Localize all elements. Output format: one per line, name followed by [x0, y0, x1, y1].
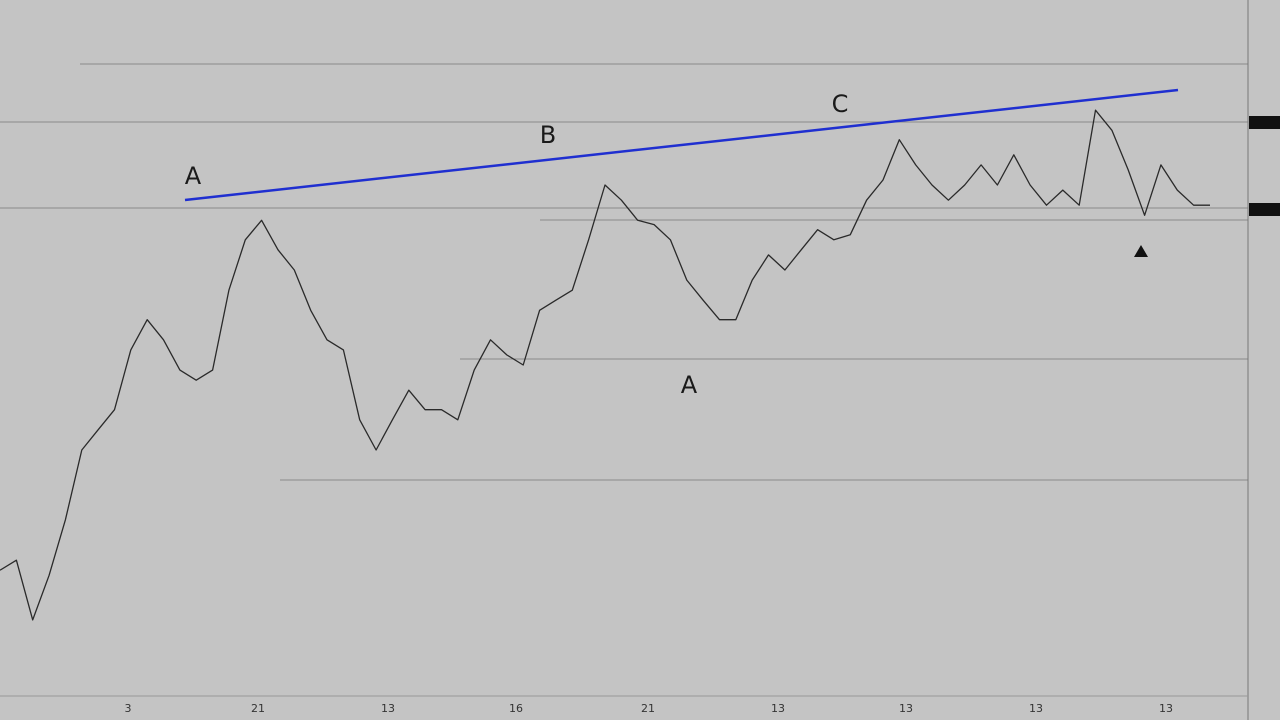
- x-tick-label: 3: [125, 702, 132, 715]
- price-marker: [1249, 203, 1280, 216]
- wave-label: A: [681, 371, 698, 399]
- x-tick-label: 16: [509, 702, 523, 715]
- trend-line: [184, 88, 1179, 202]
- wave-label: C: [832, 90, 849, 118]
- price-marker: [1249, 116, 1280, 129]
- level-lines: [0, 63, 1248, 481]
- x-tick-label: 13: [899, 702, 913, 715]
- x-tick-label: 21: [251, 702, 265, 715]
- wave-label: B: [540, 121, 556, 149]
- x-tick-label: 13: [1029, 702, 1043, 715]
- x-tick-label: 13: [381, 702, 395, 715]
- x-tick-label: 21: [641, 702, 655, 715]
- price-line: [0, 109, 1210, 621]
- triangle-marker: [1134, 245, 1148, 257]
- x-tick-label: 13: [771, 702, 785, 715]
- x-tick-label: 13: [1159, 702, 1173, 715]
- wave-label: A: [185, 162, 202, 190]
